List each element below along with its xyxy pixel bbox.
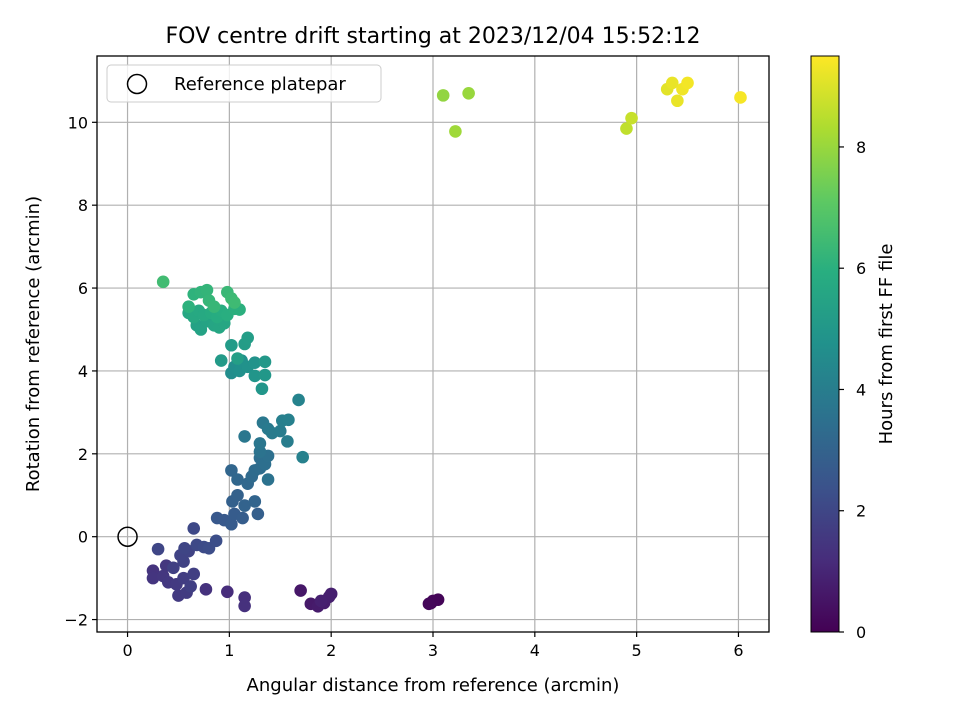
scatter-point — [199, 583, 213, 596]
scatter-point — [182, 300, 195, 314]
colorbar-tick-label: 0 — [856, 623, 866, 642]
colorbar-ticks: 0 2 4 6 8 — [839, 138, 866, 642]
y-tick-label: 6 — [78, 279, 88, 298]
x-tick-label: 6 — [733, 641, 743, 660]
data-points — [117, 76, 747, 613]
scatter-point — [187, 567, 201, 581]
scatter-point — [207, 300, 221, 314]
legend-label-reference: Reference platepar — [174, 74, 346, 95]
scatter-point — [241, 331, 254, 345]
y-tick-label: 10 — [68, 113, 88, 132]
legend-marker-reference — [126, 73, 148, 95]
scatter-point — [296, 450, 309, 464]
y-axis-ticks: −2 0 2 4 6 8 10 — [64, 113, 97, 630]
scatter-point — [248, 495, 262, 508]
scatter-point — [238, 599, 251, 613]
scatter-point — [324, 587, 338, 601]
x-tick-label: 5 — [632, 641, 642, 660]
scatter-point — [436, 89, 450, 102]
colorbar-tick-label: 4 — [856, 380, 866, 399]
legend: Reference platepar — [106, 64, 382, 103]
y-axis-label: Rotation from reference (arcmin) — [23, 196, 44, 492]
scatter-point — [156, 275, 170, 289]
scatter-point — [228, 296, 241, 309]
legend-box — [106, 64, 382, 103]
scatter-point — [238, 430, 251, 443]
scatter-point — [281, 435, 294, 448]
x-axis-ticks: 0 1 2 3 4 5 6 — [122, 632, 744, 660]
scatter-point — [214, 354, 228, 367]
scatter-point — [248, 369, 262, 383]
scatter-point — [258, 368, 272, 382]
scatter-point — [449, 125, 462, 138]
scatter-point — [273, 424, 287, 438]
y-tick-label: 0 — [78, 528, 88, 547]
scatter-point — [251, 507, 265, 521]
scatter-point — [178, 541, 191, 555]
scatter-point — [238, 499, 251, 512]
scatter-point — [282, 413, 295, 427]
scatter-point — [167, 561, 180, 575]
colorbar-label: Hours from first FF file — [876, 244, 897, 445]
scatter-point — [225, 338, 238, 352]
colorbar-tick-label: 6 — [856, 259, 866, 278]
scatter-point — [236, 511, 249, 525]
scatter-point — [665, 76, 679, 90]
y-tick-label: −2 — [64, 611, 88, 630]
scatter-point — [292, 393, 305, 407]
colorbar-gradient — [810, 55, 840, 633]
scatter-point — [314, 594, 328, 608]
x-axis-label: Angular distance from reference (arcmin) — [247, 675, 620, 696]
scatter-point — [184, 580, 197, 593]
scatter-point — [255, 382, 269, 396]
scatter-point — [231, 488, 244, 502]
scatter-point — [681, 76, 694, 90]
scatter-point — [248, 356, 262, 369]
scatter-point — [146, 571, 160, 585]
scatter-point — [151, 542, 165, 556]
scatter-point — [231, 473, 244, 486]
reference-platepar-marker — [117, 526, 138, 547]
scatter-point — [462, 86, 475, 100]
x-tick-label: 4 — [530, 641, 540, 660]
scatter-point — [187, 522, 201, 535]
x-tick-label: 2 — [326, 641, 336, 660]
scatter-point — [261, 473, 275, 486]
scatter-point — [231, 352, 244, 365]
scatter-point — [258, 355, 272, 369]
y-tick-label: 8 — [78, 196, 88, 215]
y-tick-label: 2 — [78, 445, 88, 464]
colorbar: 0 2 4 6 8 Hours from first FF file — [810, 55, 897, 642]
x-tick-label: 3 — [428, 641, 438, 660]
x-tick-label: 1 — [224, 641, 234, 660]
scatter-point — [625, 111, 638, 125]
colorbar-tick-label: 8 — [856, 138, 866, 157]
scatter-point — [209, 534, 223, 548]
chart-title: FOV centre drift starting at 2023/12/04 … — [166, 24, 701, 49]
scatter-point — [225, 517, 238, 531]
scatter-point — [177, 571, 190, 585]
scatter-point — [294, 584, 307, 597]
colorbar-tick-label: 2 — [856, 502, 866, 521]
x-tick-label: 0 — [122, 641, 132, 660]
scatter-point — [221, 585, 234, 599]
scatter-point — [225, 464, 238, 477]
scatter-point — [422, 597, 436, 611]
scatter-point — [620, 122, 633, 135]
scatter-point — [253, 437, 267, 450]
scatter-point — [734, 91, 747, 104]
scatter-point — [200, 283, 214, 297]
y-tick-label: 4 — [78, 362, 88, 381]
scatter-point — [671, 94, 684, 108]
